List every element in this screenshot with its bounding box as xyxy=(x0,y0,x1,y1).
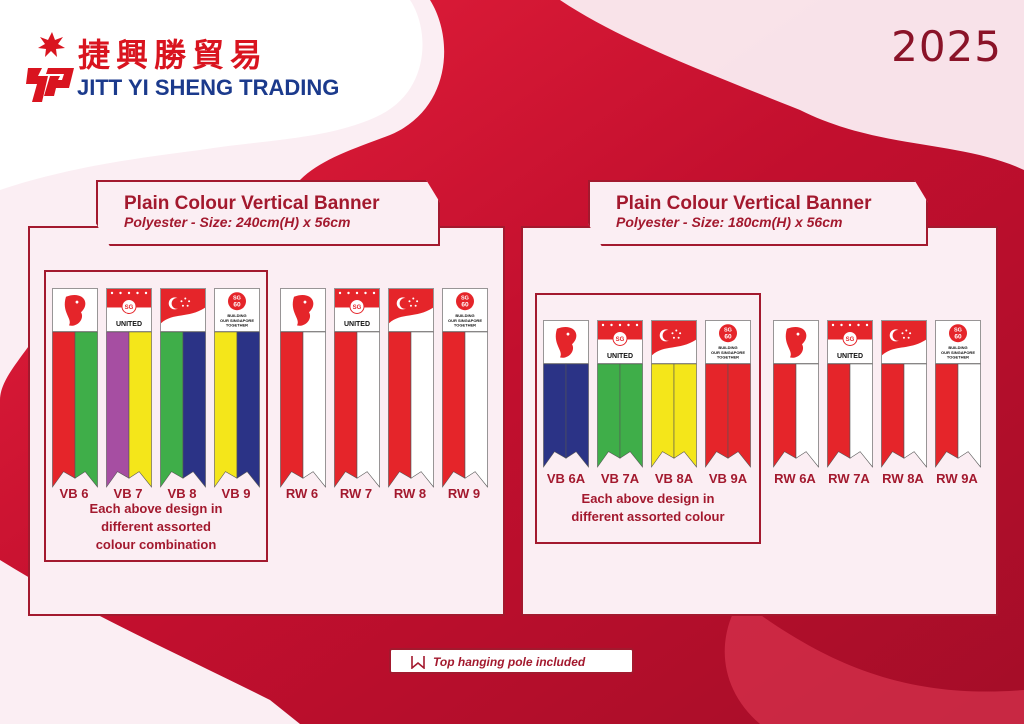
panel-180cm-title-box: Plain Colour Vertical Banner Polyester -… xyxy=(588,180,928,246)
svg-text:TOGETHER: TOGETHER xyxy=(947,355,969,360)
flag-header xyxy=(160,288,206,332)
svg-text:SG: SG xyxy=(353,305,362,311)
note-line: Each above design in xyxy=(89,501,223,516)
svg-text:TOGETHER: TOGETHER xyxy=(226,323,248,328)
svg-text:BUILDING: BUILDING xyxy=(227,313,246,318)
svg-text:60: 60 xyxy=(461,301,469,308)
vertical-banner xyxy=(651,320,697,468)
svg-text:SG: SG xyxy=(846,337,855,343)
lion-header xyxy=(52,288,98,332)
lion-header xyxy=(280,288,326,332)
vertical-banner xyxy=(160,288,206,488)
svg-text:UNITED: UNITED xyxy=(116,321,142,328)
panel-subtitle: Polyester - Size: 240cm(H) x 56cm xyxy=(124,214,351,230)
svg-text:OUR SINGAPORE: OUR SINGAPORE xyxy=(448,318,482,323)
brand-english-name: JITT YI SHENG TRADING xyxy=(77,75,340,100)
svg-text:BUILDING: BUILDING xyxy=(718,345,737,350)
banner-label: RW 7A xyxy=(828,471,870,486)
banner-label: VB 9 xyxy=(221,486,251,501)
banner-label: VB 7 xyxy=(113,486,143,501)
svg-text:OUR SINGAPORE: OUR SINGAPORE xyxy=(941,350,975,355)
banner-label: VB 8A xyxy=(654,471,694,486)
panel-240cm-title-box: Plain Colour Vertical Banner Polyester -… xyxy=(96,180,440,246)
banner-label: RW 6A xyxy=(774,471,816,486)
svg-text:SG: SG xyxy=(954,327,962,333)
svg-text:60: 60 xyxy=(954,333,962,340)
panel-subtitle: Polyester - Size: 180cm(H) x 56cm xyxy=(616,214,843,230)
note-line: different assorted colour xyxy=(571,509,725,524)
flag-header xyxy=(651,320,697,364)
banner-label: RW 8A xyxy=(882,471,924,486)
vertical-banner xyxy=(773,320,819,468)
vertical-banner xyxy=(52,288,98,488)
banner-label: RW 8 xyxy=(393,486,427,501)
vertical-banner: SG UNITED xyxy=(827,320,873,468)
banner-label: VB 7A xyxy=(600,471,640,486)
svg-text:SG: SG xyxy=(125,305,134,311)
svg-text:SG: SG xyxy=(461,295,469,301)
banner-label: VB 9A xyxy=(708,471,748,486)
banner-label: VB 6 xyxy=(59,486,89,501)
panel-title: Plain Colour Vertical Banner xyxy=(124,193,380,214)
vertical-banner: SG UNITED xyxy=(334,288,380,488)
vertical-banner xyxy=(543,320,589,468)
assortment-note: Each above design in different assorted … xyxy=(537,490,759,526)
note-line: colour combination xyxy=(95,537,217,552)
vertical-banner xyxy=(881,320,927,468)
svg-text:60: 60 xyxy=(724,333,732,340)
banner-label: RW 9A xyxy=(936,471,978,486)
vertical-banner xyxy=(280,288,326,488)
united-header: SG UNITED xyxy=(106,288,152,332)
banner-label: RW 9 xyxy=(447,486,481,501)
svg-text:SG: SG xyxy=(724,327,732,333)
svg-text:TOGETHER: TOGETHER xyxy=(454,323,476,328)
vb-group-240 xyxy=(44,270,268,562)
svg-text:BUILDING: BUILDING xyxy=(455,313,474,318)
banner-label: VB 6A xyxy=(546,471,586,486)
company-logo xyxy=(26,32,74,102)
hanging-pole-icon xyxy=(411,656,425,669)
svg-text:UNITED: UNITED xyxy=(837,353,863,360)
note-line: Each above design in xyxy=(581,491,715,506)
svg-text:SG: SG xyxy=(616,337,625,343)
panel-title: Plain Colour Vertical Banner xyxy=(616,193,872,214)
svg-text:OUR SINGAPORE: OUR SINGAPORE xyxy=(220,318,254,323)
svg-text:TOGETHER: TOGETHER xyxy=(717,355,739,360)
svg-text:UNITED: UNITED xyxy=(607,353,633,360)
lion-header xyxy=(543,320,589,364)
footer-text: Top hanging pole included xyxy=(433,655,586,669)
vertical-banner: SG UNITED xyxy=(597,320,643,468)
vertical-banner: SG UNITED xyxy=(106,288,152,488)
svg-text:60: 60 xyxy=(233,301,241,308)
year-label: 2025 xyxy=(891,22,1002,71)
united-header: SG UNITED xyxy=(597,320,643,364)
vertical-banner xyxy=(388,288,434,488)
banner-label: RW 6 xyxy=(285,486,319,501)
banner-label: VB 8 xyxy=(167,486,197,501)
united-header: SG UNITED xyxy=(827,320,873,364)
flag-header xyxy=(881,320,927,364)
footer-note: Top hanging pole included xyxy=(389,648,634,674)
svg-text:OUR SINGAPORE: OUR SINGAPORE xyxy=(711,350,745,355)
svg-text:UNITED: UNITED xyxy=(344,321,370,328)
assortment-note: Each above design in different assorted … xyxy=(46,500,266,554)
vb-group-180 xyxy=(535,293,761,544)
svg-text:BUILDING: BUILDING xyxy=(948,345,967,350)
united-header: SG UNITED xyxy=(334,288,380,332)
brand-chinese-name: 捷興勝貿易 xyxy=(78,36,269,74)
svg-text:SG: SG xyxy=(233,295,241,301)
banner-label: RW 7 xyxy=(339,486,373,501)
lion-header xyxy=(773,320,819,364)
flag-header xyxy=(388,288,434,332)
note-line: different assorted xyxy=(101,519,211,534)
